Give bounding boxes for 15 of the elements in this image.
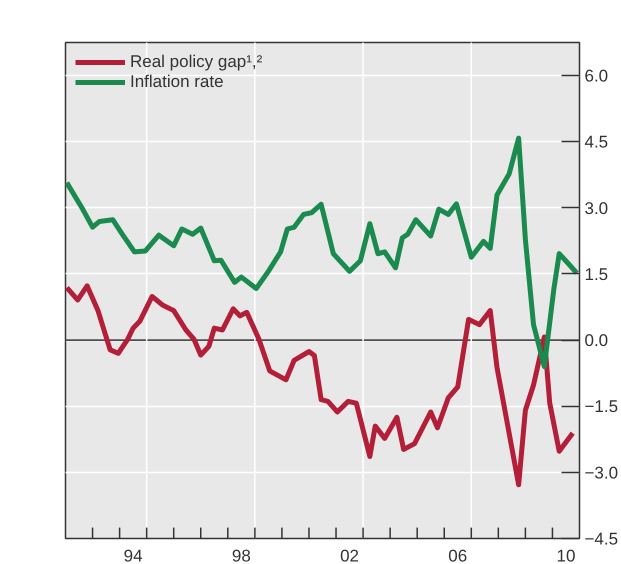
- y-tick-label: 4.5: [584, 132, 608, 152]
- y-tick-label: −1.5: [584, 397, 618, 416]
- x-tick-label: 94: [124, 546, 143, 564]
- y-tick-label: −3.0: [584, 463, 618, 482]
- x-tick-label: 10: [556, 546, 576, 564]
- x-tick-label: 02: [340, 546, 360, 564]
- legend-label: Inflation rate: [130, 72, 224, 92]
- x-tick-label: 98: [232, 546, 251, 564]
- y-tick-label: 3.0: [584, 198, 608, 218]
- y-tick-label: 6.0: [584, 66, 608, 86]
- legend-label: Real policy gap¹,²: [130, 52, 262, 72]
- y-tick-label: −4.5: [584, 530, 618, 548]
- x-tick-label: 06: [448, 546, 468, 564]
- y-tick-label: 0.0: [584, 331, 608, 350]
- y-tick-label: 1.5: [584, 264, 608, 284]
